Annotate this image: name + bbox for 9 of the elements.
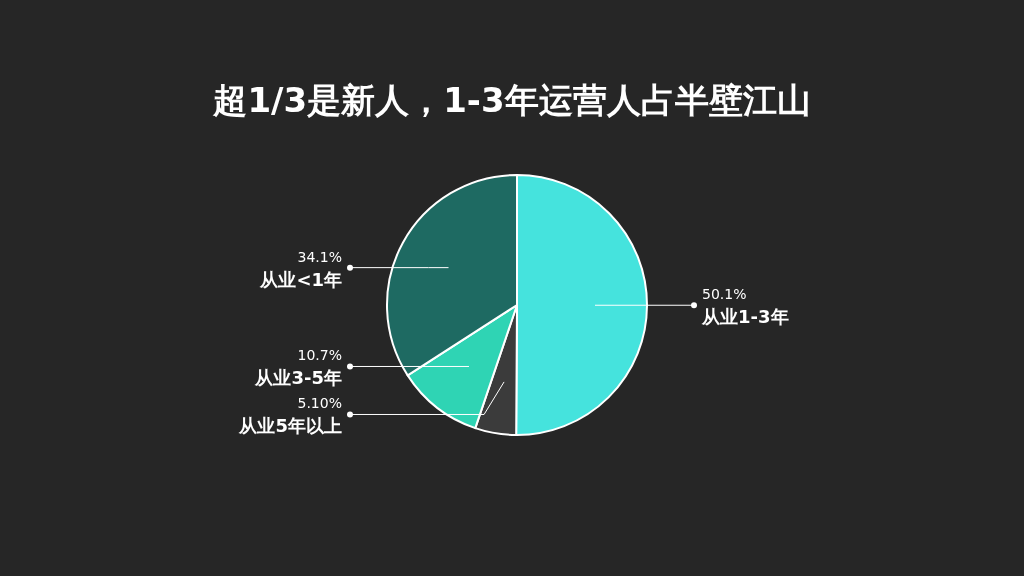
data-label: 34.1% — [297, 248, 342, 265]
slice-label: 从业<1年 — [259, 268, 342, 290]
chart-title: 超1/3是新人，1-3年运营人占半壁江山 — [212, 80, 811, 120]
slice-label: 从业5年以上 — [238, 415, 342, 437]
data-label: 10.7% — [297, 347, 342, 364]
data-label: 5.10% — [297, 395, 342, 412]
slice-label: 从业1-3年 — [701, 306, 789, 328]
data-label: 50.1% — [702, 286, 747, 303]
slice-label: 从业3-5年 — [254, 367, 342, 389]
